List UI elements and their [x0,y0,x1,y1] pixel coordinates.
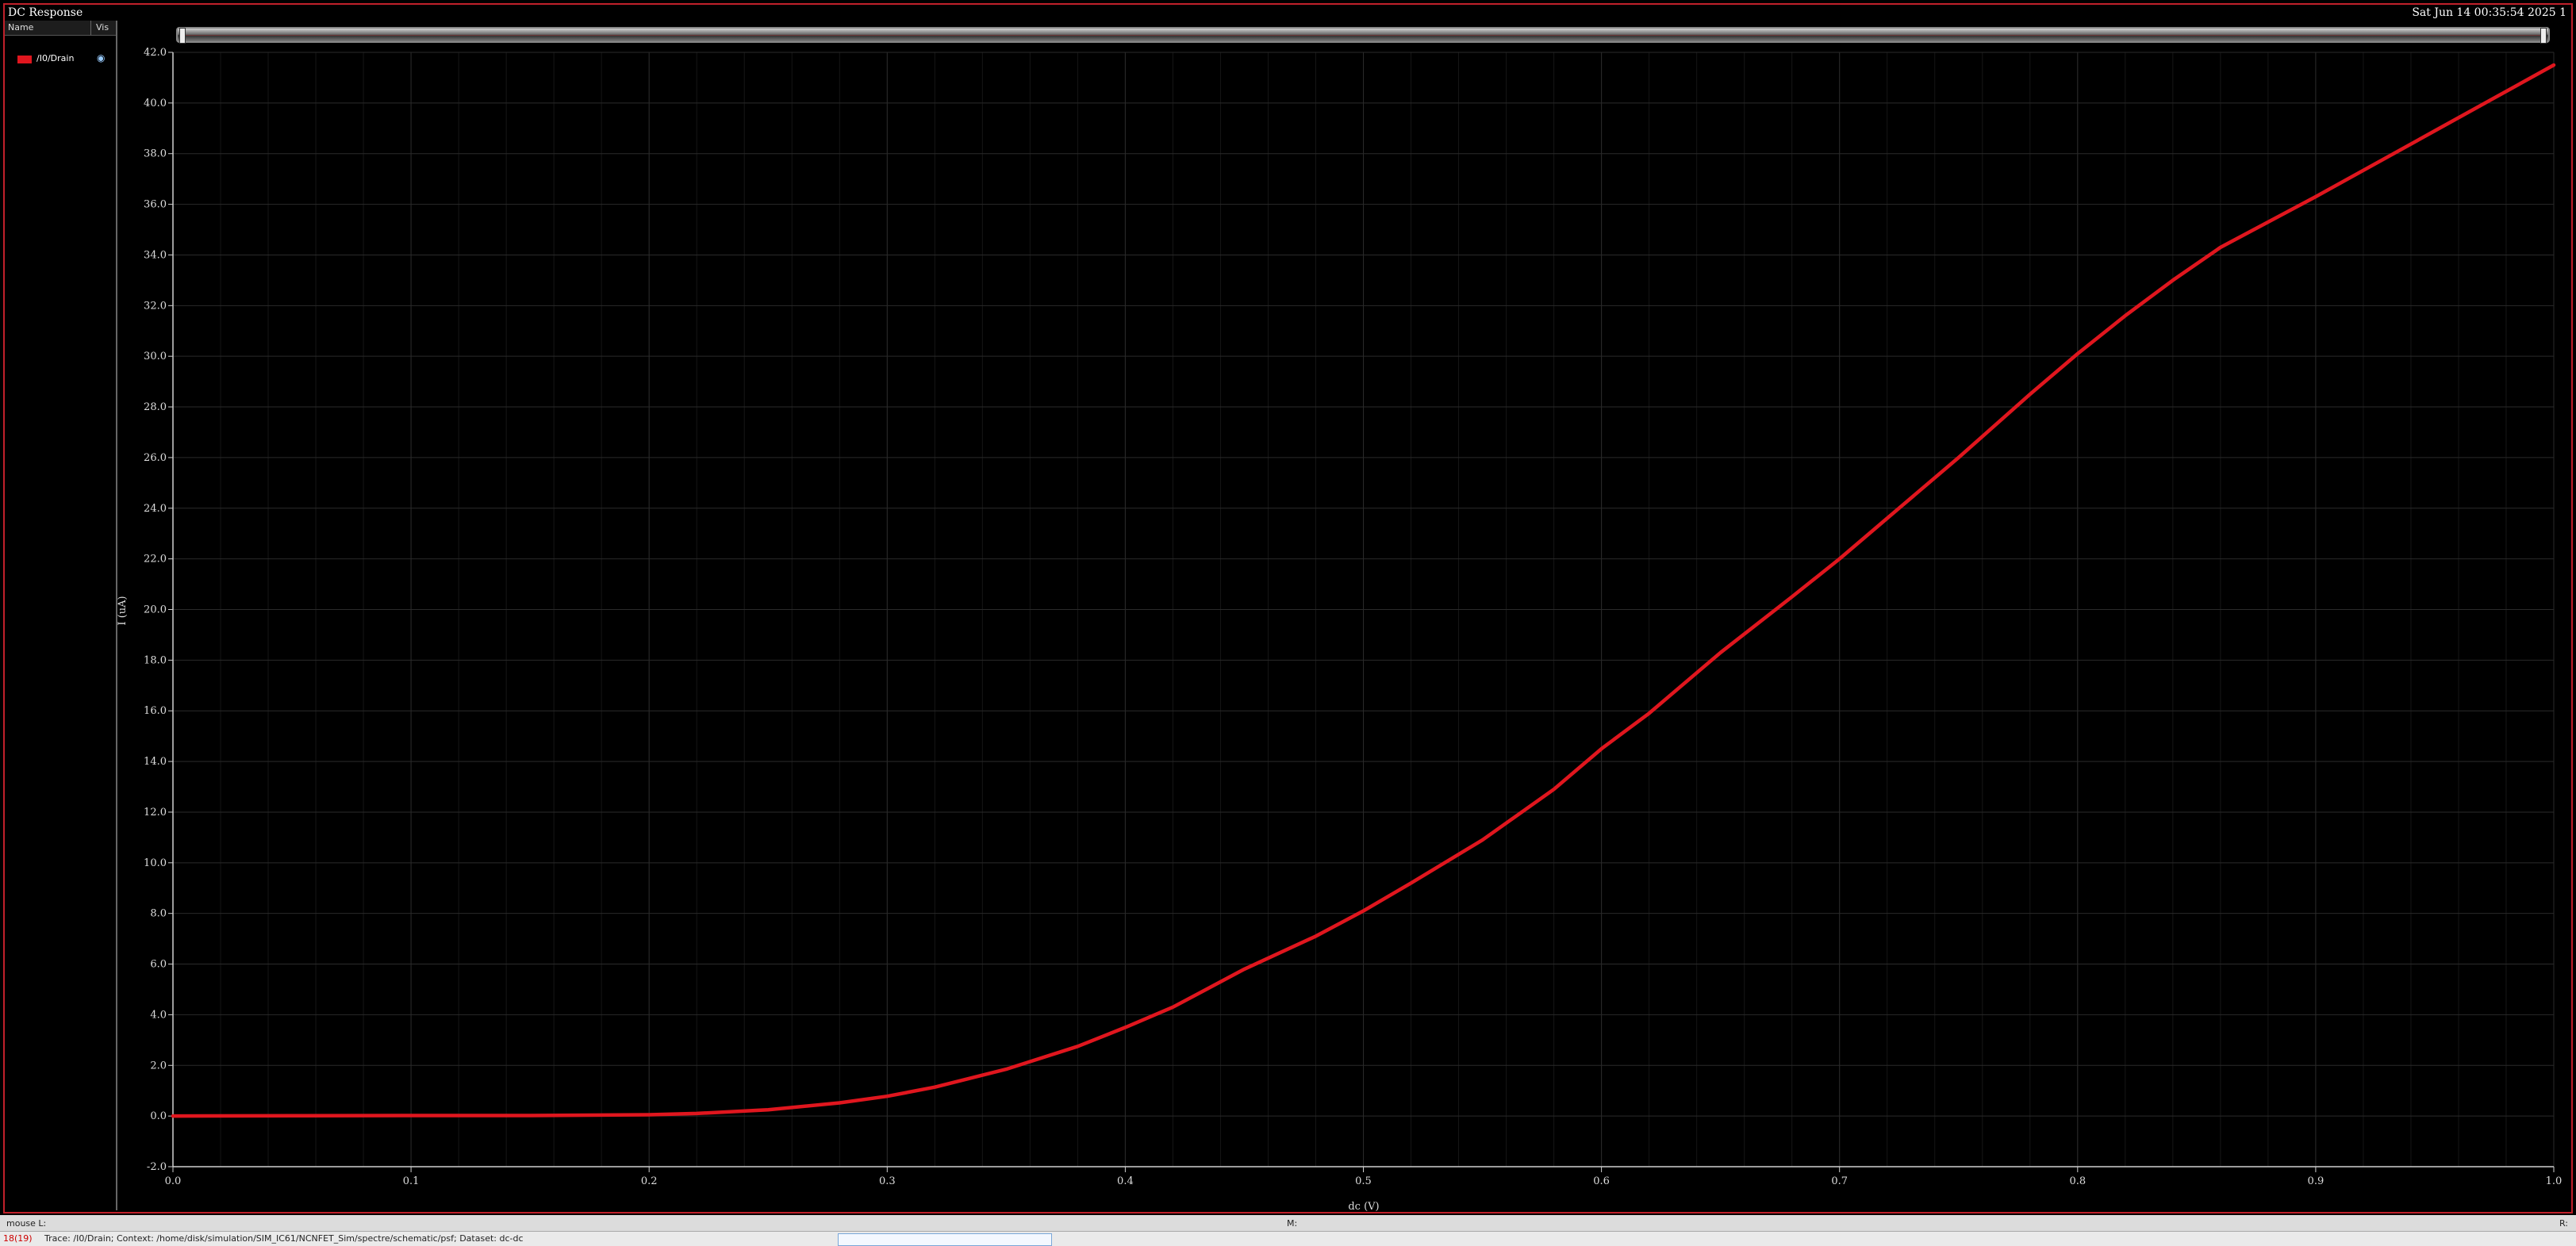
trace-context-text: Trace: /I0/Drain; Context: /home/disk/si… [44,1233,524,1244]
y-tick-label: 6.0 [150,959,167,971]
x-tick-label: 0.4 [1117,1175,1134,1187]
x-tick-label: 0.1 [403,1175,420,1187]
y-tick-label: 26.0 [144,452,167,464]
y-tick-label: 0.0 [150,1110,167,1122]
y-axis-label: I (uA) [117,596,129,625]
plot-grid [173,52,2554,1167]
y-tick-label: -2.0 [147,1161,167,1173]
y-tick-label: 12.0 [144,807,167,819]
y-tick-label: 18.0 [144,654,167,666]
x-tick-label: 0.3 [879,1175,896,1187]
mouse-middle-status: M: [1287,1218,1297,1229]
y-tick-label: 42.0 [144,47,167,59]
x-tick-label: 0.9 [2308,1175,2325,1187]
y-tick-label: 4.0 [150,1009,167,1021]
y-tick-label: 40.0 [144,98,167,109]
x-tick-label: 0.0 [165,1175,182,1187]
y-tick-label: 34.0 [144,249,167,261]
status-tab[interactable] [838,1233,1052,1246]
trace-count: 18(19) [3,1233,33,1244]
y-tick-label: 8.0 [150,908,167,920]
y-tick-label: 10.0 [144,857,167,869]
x-tick-label: 0.5 [1355,1175,1372,1187]
y-tick-label: 32.0 [144,300,167,312]
x-tick-label: 1.0 [2546,1175,2563,1187]
status-trace-line: 18(19) Trace: /I0/Drain; Context: /home/… [0,1231,2576,1246]
x-tick-label: 0.2 [641,1175,658,1187]
status-bar: mouse L: M: R: 18(19) Trace: /I0/Drain; … [0,1215,2576,1245]
y-tick-label: 22.0 [144,554,167,565]
y-tick-label: 16.0 [144,705,167,717]
y-tick-label: 30.0 [144,351,167,362]
y-tick-label: 20.0 [144,604,167,616]
y-tick-label: 28.0 [144,401,167,413]
x-axis-label: dc (V) [1348,1201,1379,1213]
y-tick-label: 38.0 [144,148,167,160]
y-tick-label: 36.0 [144,199,167,211]
x-tick-label: 0.8 [2069,1175,2086,1187]
mouse-left-status: mouse L: [6,1218,46,1229]
dc-response-plot[interactable]: 0.0 0.1 0.2 0.3 0.4 0.5 0.6 0.7 0.8 0.9 1.0 -2.0 0.0… [0,0,2576,1213]
y-tick-label: 14.0 [144,756,167,768]
y-tick-label: 24.0 [144,503,167,515]
x-tick-label: 0.7 [1831,1175,1848,1187]
mouse-right-status: R: [2559,1218,2568,1229]
x-tick-label: 0.6 [1593,1175,1610,1187]
y-tick-label: 2.0 [150,1060,167,1072]
